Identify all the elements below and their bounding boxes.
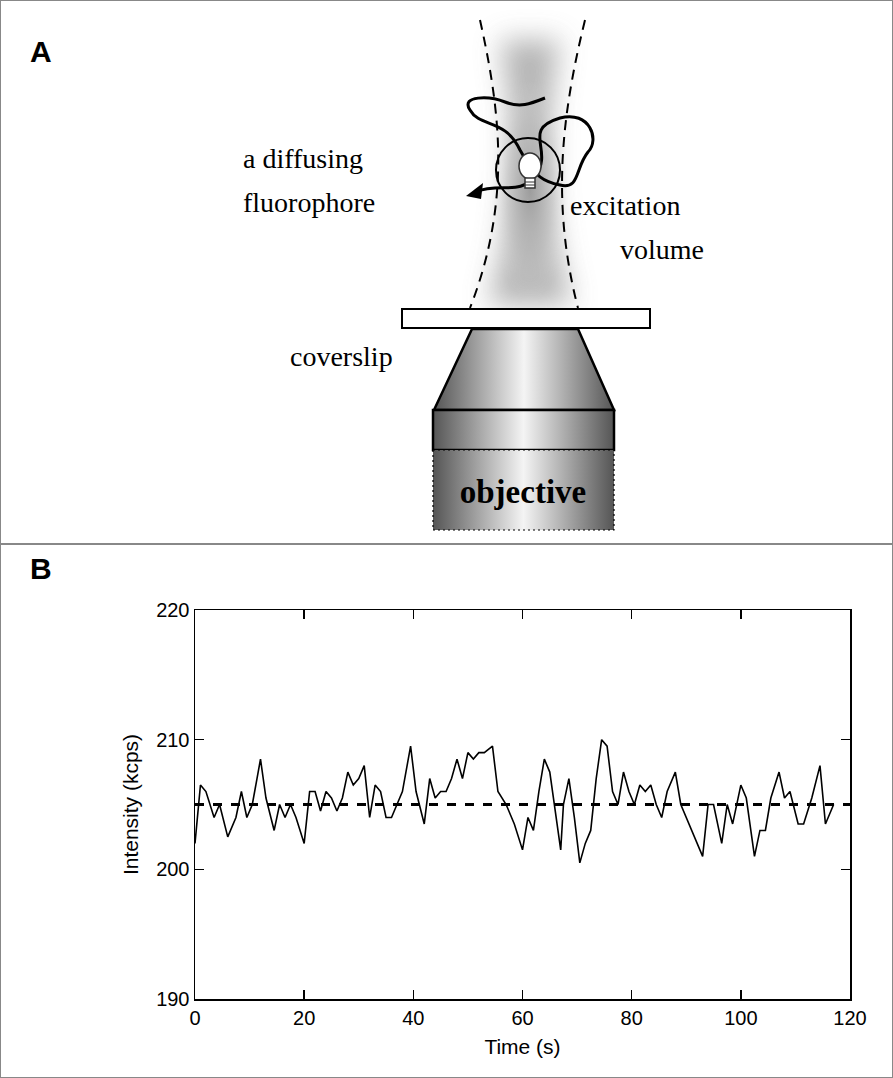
html-text:B: B: [30, 552, 52, 585]
svg-text:80: 80: [621, 1007, 643, 1029]
svg-text:120: 120: [833, 1007, 866, 1029]
svg-text:coverslip: coverslip: [290, 341, 393, 372]
svg-text:20: 20: [293, 1007, 315, 1029]
svg-text:40: 40: [402, 1007, 424, 1029]
svg-text:fluorophore: fluorophore: [243, 187, 375, 218]
svg-text:volume: volume: [620, 234, 704, 265]
svg-text:190: 190: [156, 988, 189, 1010]
svg-text:200: 200: [156, 858, 189, 880]
svg-text:220: 220: [156, 599, 189, 621]
svg-text:excitation: excitation: [570, 190, 680, 221]
svg-text:60: 60: [511, 1007, 533, 1029]
svg-text:100: 100: [724, 1007, 757, 1029]
svg-text:210: 210: [156, 729, 189, 751]
svg-text:Time (s): Time (s): [484, 1035, 560, 1058]
svg-text:objective: objective: [460, 474, 586, 510]
svg-text:0: 0: [189, 1007, 200, 1029]
svg-text:Intensity (kcps): Intensity (kcps): [119, 734, 142, 875]
svg-text:A: A: [30, 35, 52, 68]
svg-text:a diffusing: a diffusing: [243, 143, 363, 174]
